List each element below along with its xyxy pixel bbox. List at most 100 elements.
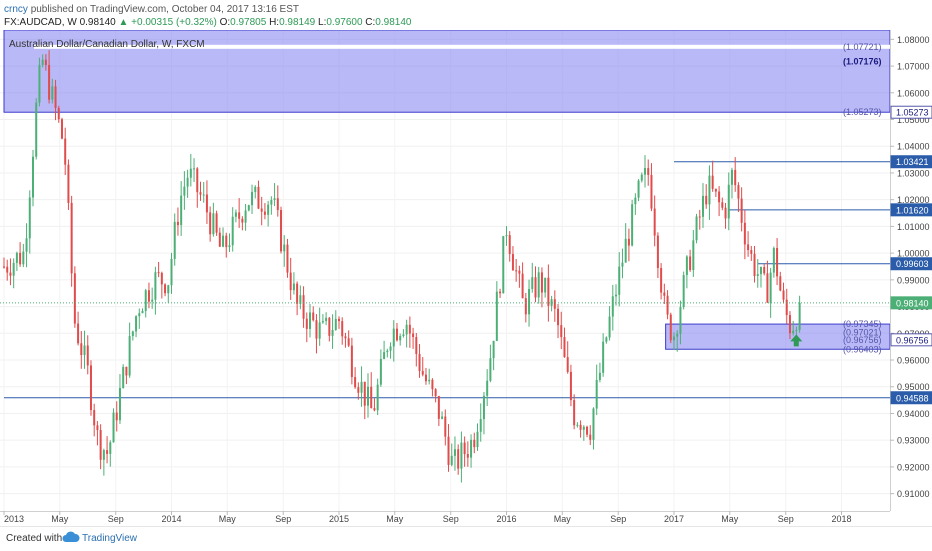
price-tag-label: 0.94588 [896, 393, 929, 403]
candle-body [64, 138, 67, 165]
candle-body [470, 439, 473, 458]
x-tick-label: Sep [108, 514, 124, 524]
candle-body [547, 277, 550, 306]
candle-body [102, 450, 105, 460]
candle-body [544, 277, 547, 293]
candle-body [222, 235, 225, 247]
candle-body [531, 277, 534, 290]
candle-body [576, 424, 579, 426]
candle-body [341, 321, 344, 337]
candle-body [618, 266, 621, 295]
price-tag-label: 0.98140 [896, 298, 929, 308]
price-chart[interactable]: (1.07721)(1.07176)(1.05273)(0.97345)(0.9… [0, 30, 932, 526]
candle-body [25, 238, 28, 252]
candle-body [524, 298, 527, 315]
candle-body [776, 248, 779, 277]
candle-body [73, 273, 76, 324]
candle-body [598, 372, 601, 380]
candle-body [656, 235, 659, 269]
price-tag [890, 391, 932, 405]
candle-body [557, 308, 560, 326]
candle-body [154, 272, 157, 300]
supply-demand-zone [3, 30, 891, 113]
candle-body [273, 198, 276, 200]
candle-body [299, 295, 302, 304]
zone-label: (1.07721) [843, 42, 882, 52]
candle-body [231, 216, 234, 246]
candle-body [157, 272, 160, 274]
candle-body [747, 244, 750, 251]
candle-body [147, 290, 150, 302]
candle-body [325, 317, 328, 322]
author-link[interactable]: crncy [4, 4, 28, 15]
y-tick-label: 1.04000 [897, 142, 930, 152]
candle-body [302, 295, 305, 319]
candle-body [569, 371, 572, 401]
candle-body [495, 291, 498, 341]
candle-body [96, 425, 99, 431]
candle-body [138, 313, 141, 317]
candle-body [180, 195, 183, 226]
candle-body [730, 169, 733, 185]
candle-body [408, 324, 411, 334]
candle-body [785, 299, 788, 316]
candle-body [650, 174, 653, 209]
candle-body [763, 267, 766, 274]
candle-body [189, 168, 192, 178]
candle-body [315, 320, 318, 339]
candle-body [135, 316, 138, 332]
candle-body [605, 337, 608, 342]
candle-body [280, 210, 283, 252]
candle-body [118, 388, 121, 421]
candle-body [70, 202, 73, 274]
candle-body [60, 119, 63, 139]
candle-body [499, 291, 502, 294]
zone-label: (0.96403) [843, 344, 882, 354]
candle-body [48, 64, 51, 100]
candle-body [186, 177, 189, 187]
candle-body [447, 436, 450, 465]
candle-body [602, 341, 605, 373]
x-tick-label: May [386, 514, 404, 524]
candle-body [676, 333, 679, 337]
candle-body [164, 284, 167, 294]
candle-body [376, 384, 379, 411]
candle-body [415, 337, 418, 354]
tradingview-link[interactable]: TradingView [82, 533, 138, 544]
candle-body [402, 334, 405, 336]
candle-body [727, 184, 730, 219]
price-tag [890, 296, 932, 310]
candle-body [267, 204, 270, 215]
candle-body [798, 302, 801, 330]
candle-body [212, 213, 215, 235]
candle-body [528, 289, 531, 315]
publish-info: crncy published on TradingView.com, Octo… [4, 4, 299, 15]
candle-body [586, 426, 589, 435]
zone-label: (1.07176) [843, 56, 882, 66]
y-tick-label: 1.05000 [897, 115, 930, 125]
price-tag-label: 1.05273 [896, 108, 929, 118]
candle-body [788, 315, 791, 334]
candle-body [9, 272, 12, 276]
tradingview-cloud-icon [62, 531, 80, 542]
candle-body [421, 370, 424, 375]
candle-body [595, 379, 598, 409]
candle-body [550, 299, 553, 306]
candle-body [289, 272, 292, 291]
candle-body [357, 387, 360, 393]
created-with-text: Created with [6, 533, 63, 544]
candle-body [99, 430, 102, 460]
x-tick-label: 2016 [496, 514, 516, 524]
candle-body [743, 222, 746, 245]
candle-body [740, 198, 743, 223]
candle-body [89, 365, 92, 411]
candle-body [737, 185, 740, 199]
candle-body [608, 316, 611, 338]
candle-body [592, 408, 595, 440]
candle-body [386, 350, 389, 353]
candle-body [769, 272, 772, 303]
candle-body [86, 345, 89, 366]
candle-body [151, 299, 154, 302]
candle-body [441, 416, 444, 419]
candle-body [276, 198, 279, 211]
